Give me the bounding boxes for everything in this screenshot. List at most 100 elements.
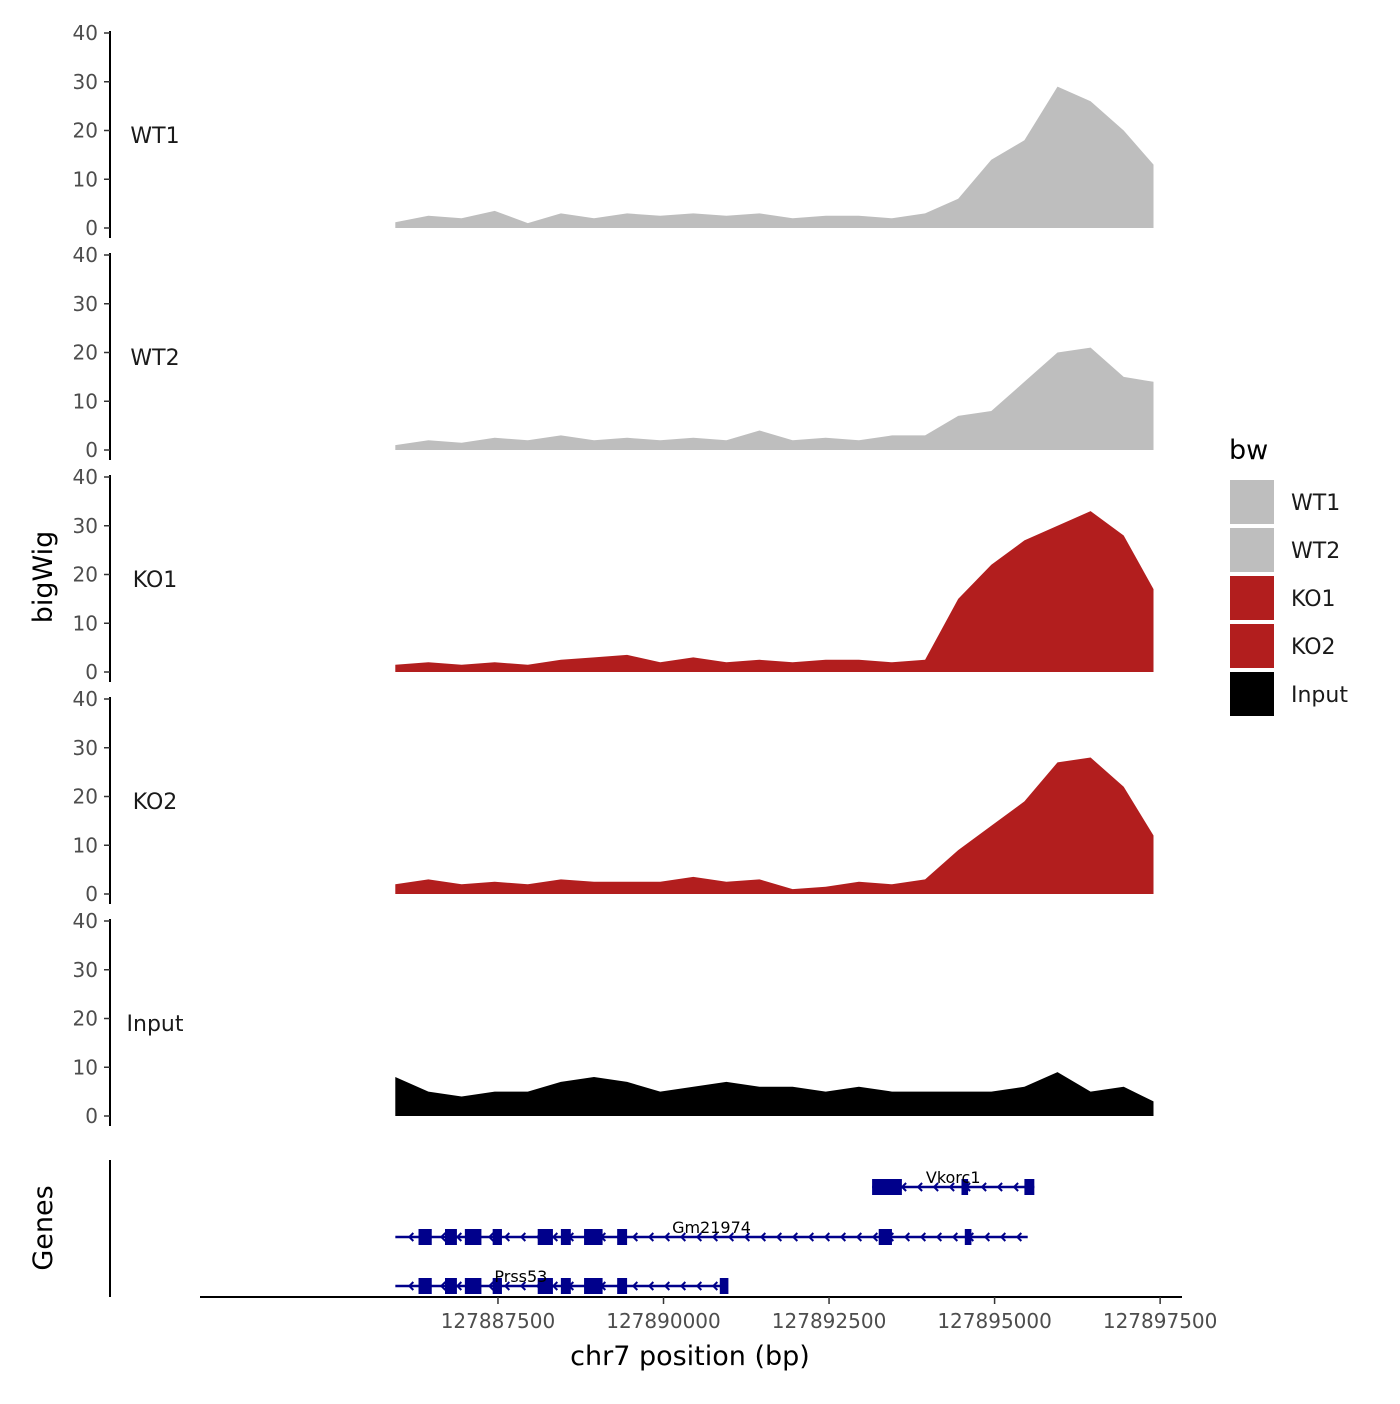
legend-swatch bbox=[1230, 576, 1274, 620]
x-tick-label: 127897500 bbox=[1103, 1309, 1218, 1333]
exon bbox=[537, 1278, 553, 1294]
strand-arrow bbox=[631, 1281, 639, 1291]
track-wt1: 0 10 20 30 40 WT1 bbox=[73, 21, 1154, 240]
strand-arrow bbox=[711, 1281, 719, 1291]
strand-arrow bbox=[983, 1232, 991, 1242]
y-tick-label: 20 bbox=[73, 119, 98, 143]
exon bbox=[464, 1229, 482, 1245]
strand-arrow bbox=[900, 1182, 907, 1192]
gene-label: Prss53 bbox=[494, 1267, 547, 1286]
coverage-area bbox=[395, 757, 1154, 894]
exon bbox=[492, 1229, 502, 1245]
legend: bw WT1 WT2 KO1 KO2 Input bbox=[1229, 435, 1348, 716]
gene-vkorc1: Vkorc1 bbox=[872, 1168, 1035, 1195]
strand-arrow bbox=[455, 1281, 463, 1291]
exon bbox=[878, 1229, 892, 1245]
exon bbox=[961, 1179, 969, 1195]
exon bbox=[964, 1229, 972, 1245]
strand-arrow bbox=[951, 1232, 959, 1242]
strand-arrow bbox=[791, 1232, 799, 1242]
strand-arrow bbox=[503, 1281, 511, 1291]
exon bbox=[464, 1278, 482, 1294]
exon bbox=[617, 1229, 628, 1245]
exon bbox=[560, 1229, 571, 1245]
exon bbox=[617, 1278, 628, 1294]
y-tick-label: 20 bbox=[73, 785, 98, 809]
y-tick-label: 0 bbox=[85, 216, 98, 240]
track-input: 0 10 20 30 40 Input bbox=[73, 909, 1154, 1128]
exon bbox=[445, 1229, 457, 1245]
strand-arrow bbox=[407, 1281, 415, 1291]
y-axis-title: bigWig bbox=[28, 531, 59, 624]
legend-title: bw bbox=[1229, 435, 1268, 466]
coverage-area bbox=[395, 86, 1154, 228]
strand-arrow bbox=[919, 1232, 927, 1242]
exon bbox=[1024, 1179, 1035, 1195]
exon bbox=[418, 1229, 432, 1245]
strand-arrow bbox=[487, 1281, 495, 1291]
strand-arrow bbox=[871, 1232, 879, 1242]
strand-arrow bbox=[759, 1232, 767, 1242]
exon bbox=[445, 1278, 457, 1294]
exon bbox=[492, 1278, 502, 1294]
strand-arrow bbox=[631, 1232, 639, 1242]
coverage-area bbox=[395, 1072, 1154, 1116]
strand-arrow bbox=[663, 1281, 671, 1291]
y-tick-label: 30 bbox=[73, 70, 98, 94]
legend-item-ko1: KO1 bbox=[1230, 576, 1336, 620]
y-tick-label: 30 bbox=[73, 514, 98, 538]
strand-arrow bbox=[916, 1182, 923, 1192]
strand-arrow bbox=[695, 1232, 703, 1242]
genes-panel: 127887500 127890000 127892500 127895000 1278… bbox=[109, 1160, 1218, 1333]
y-tick-label: 30 bbox=[73, 292, 98, 316]
exon bbox=[719, 1278, 729, 1294]
legend-label: Input bbox=[1291, 683, 1348, 708]
y-tick-label: 10 bbox=[73, 389, 98, 413]
strand-arrow bbox=[679, 1281, 687, 1291]
coverage-area bbox=[395, 511, 1154, 672]
x-tick-label: 127895000 bbox=[937, 1309, 1052, 1333]
strand-arrow bbox=[695, 1281, 703, 1291]
legend-swatch bbox=[1230, 672, 1274, 716]
strand-arrow bbox=[932, 1182, 939, 1192]
gene-gm21974: Gm21974 bbox=[395, 1218, 1028, 1245]
legend-swatch bbox=[1230, 480, 1274, 524]
coverage-area bbox=[395, 347, 1154, 450]
exon bbox=[584, 1278, 603, 1294]
gene-label: Gm21974 bbox=[672, 1218, 751, 1237]
legend-label: WT1 bbox=[1291, 491, 1340, 516]
legend-swatch bbox=[1230, 624, 1274, 668]
strand-arrow bbox=[407, 1232, 415, 1242]
strand-arrow bbox=[647, 1232, 655, 1242]
coverage-tracks: 0 10 20 30 40 WT1 0 10 20 30 40 WT2 0 10 20 30 40 KO1 0 10 2… bbox=[73, 21, 1154, 1128]
y-tick-label: 20 bbox=[73, 563, 98, 587]
strand-arrow bbox=[855, 1232, 863, 1242]
gene-label: Vkorc1 bbox=[926, 1168, 981, 1187]
legend-item-ko2: KO2 bbox=[1230, 624, 1336, 668]
x-tick-label: 127892500 bbox=[772, 1309, 887, 1333]
x-tick-label: 127890000 bbox=[606, 1309, 721, 1333]
track-ko1: 0 10 20 30 40 KO1 bbox=[73, 465, 1154, 684]
strand-arrow bbox=[839, 1232, 847, 1242]
y-tick-label: 20 bbox=[73, 1007, 98, 1031]
exon bbox=[537, 1229, 553, 1245]
legend-item-wt1: WT1 bbox=[1230, 480, 1340, 524]
strand-arrow bbox=[903, 1232, 911, 1242]
y-tick-label: 0 bbox=[85, 1104, 98, 1128]
track-label: KO2 bbox=[133, 790, 178, 815]
legend-label: WT2 bbox=[1291, 539, 1340, 564]
strand-arrow bbox=[807, 1232, 815, 1242]
legend-label: KO1 bbox=[1291, 587, 1336, 612]
strand-arrow bbox=[823, 1232, 831, 1242]
legend-item-wt2: WT2 bbox=[1230, 528, 1340, 572]
strand-arrow bbox=[503, 1232, 511, 1242]
strand-arrow bbox=[935, 1232, 943, 1242]
strand-arrow bbox=[519, 1281, 527, 1291]
x-tick-label: 127887500 bbox=[441, 1309, 556, 1333]
y-tick-label: 30 bbox=[73, 958, 98, 982]
strand-arrow bbox=[999, 1232, 1007, 1242]
strand-arrow bbox=[439, 1232, 447, 1242]
gene-prss53: Prss53 bbox=[395, 1267, 729, 1294]
strand-arrow bbox=[743, 1232, 751, 1242]
genes-axis-title: Genes bbox=[28, 1185, 59, 1270]
